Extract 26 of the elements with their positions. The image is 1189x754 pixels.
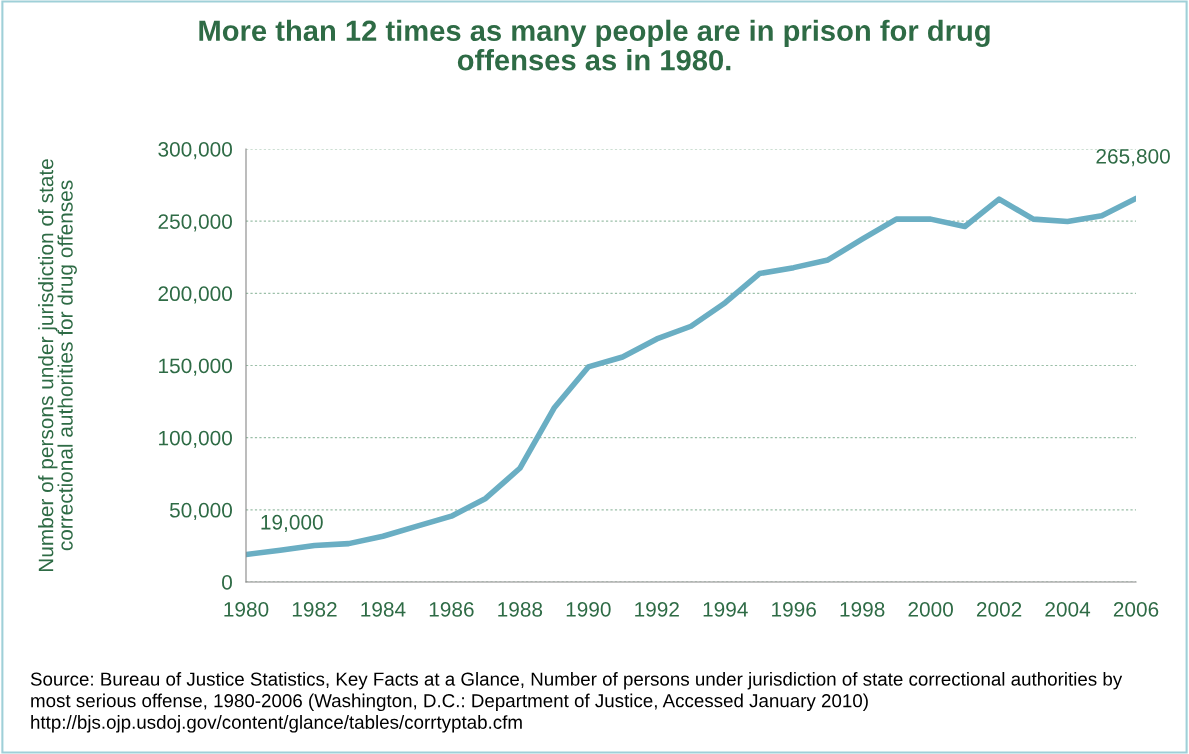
x-tick-label: 1994: [703, 601, 748, 617]
x-tick-label: 1984: [361, 601, 406, 617]
y-tick-label: 0: [222, 575, 232, 590]
y-tick-label: 50,000: [169, 502, 232, 521]
annotation: 19,000: [261, 514, 323, 533]
source-note: Source: Bureau of Justice Statistics, Key Facts at a Glance, Number of persons under jurisdiction of state correctional authorities by most serious offense, 1980-2006 (Washington, D.C.: Department of Justice, Accessed January 2010) http://bjs.ojp.usdoj.gov/content/glance/tables/corrtyptab.cfm: [30, 672, 1123, 733]
y-tick-label: 150,000: [159, 358, 232, 376]
x-tick-label: 2004: [1045, 601, 1091, 617]
x-tick-label: 2002: [976, 601, 1022, 617]
x-tick-label: 1992: [635, 601, 679, 617]
x-tick-label: 2006: [1113, 601, 1159, 617]
chart-title: More than 12 times as many people are in prison for drug offenses as in 1980.: [199, 19, 990, 71]
y-tick-label: 250,000: [158, 214, 232, 232]
annotation: 265,800: [1096, 148, 1170, 167]
y-tick-label: 300,000: [158, 142, 232, 160]
x-tick-label: 1998: [840, 601, 885, 617]
y-tick-label: 100,000: [159, 430, 232, 448]
x-tick-label: 1988: [498, 601, 543, 617]
x-tick-label: 1980: [224, 601, 269, 617]
x-tick-label: 1990: [566, 601, 611, 617]
x-tick-label: 2000: [908, 601, 953, 617]
x-tick-label: 1982: [292, 601, 337, 617]
x-tick-label: 1996: [772, 601, 816, 617]
x-tick-label: 1986: [429, 601, 474, 617]
y-tick-label: 200,000: [158, 286, 232, 304]
y-axis-title: Number of persons under jurisdiction of state correctional authorities for drug offenses: [38, 159, 77, 572]
